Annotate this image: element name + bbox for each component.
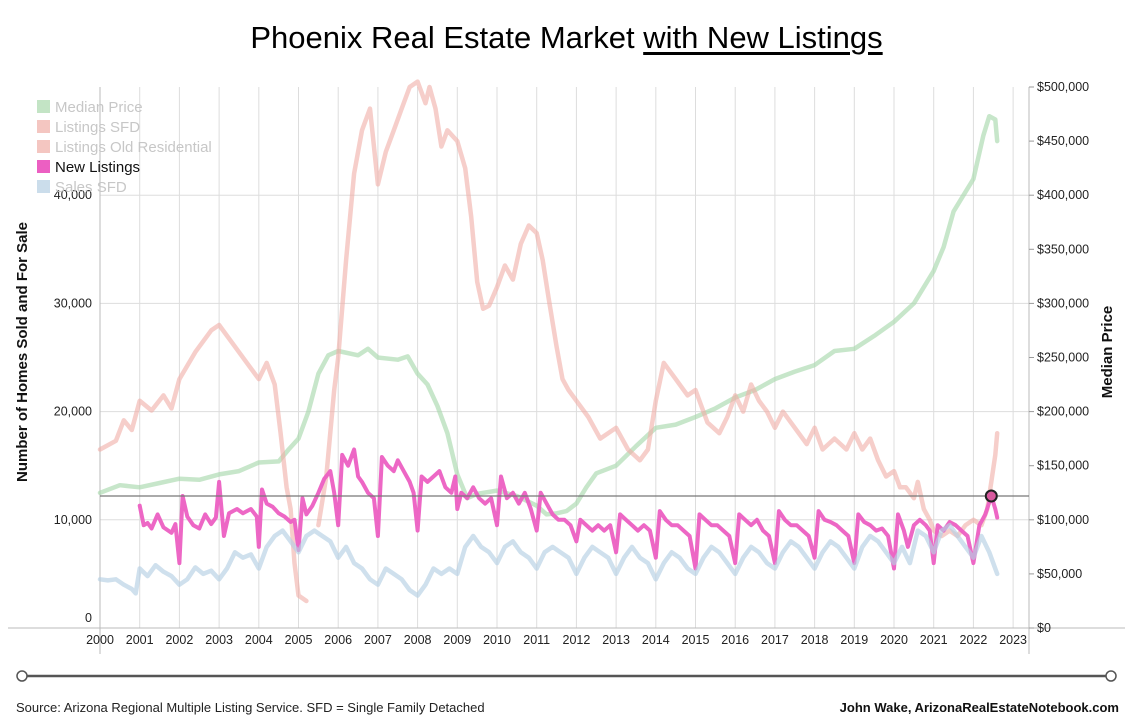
series-line-median-price: [97, 113, 1000, 517]
x-tick-label-0: 2000: [86, 633, 114, 647]
x-tick-label-13: 2013: [602, 633, 630, 647]
legend-label-median-price: Median Price: [55, 99, 143, 116]
y-tick-label-3: 30,000: [54, 296, 92, 310]
y2-tick-label-0: $0: [1037, 621, 1051, 635]
x-tick-label-23: 2023: [999, 633, 1027, 647]
legend-label-listings-old-residential: Listings Old Residential: [55, 139, 212, 156]
series-line-new-listings: [137, 447, 1000, 571]
chart-title-underlined: with New Listings: [643, 20, 883, 55]
legend-swatch-median-price: [37, 100, 50, 113]
x-axis-ticks: 2000 2001 2002 2003 2004 2005 2006 2007 2008 2009…: [86, 633, 1027, 647]
legend-item-listings-sfd[interactable]: Listings SFD: [37, 119, 140, 136]
y2-tick-label-4: $200,000: [1037, 405, 1089, 419]
chart-title-plain: Phoenix Real Estate Market: [250, 20, 644, 55]
y2-tick-label-2: $100,000: [1037, 513, 1089, 527]
x-tick-label-1: 2001: [126, 633, 154, 647]
x-tick-label-10: 2010: [483, 633, 511, 647]
legend-swatch-listings-sfd: [37, 120, 50, 133]
legend-label-new-listings: New Listings: [55, 159, 140, 176]
legend-item-median-price[interactable]: Median Price: [37, 99, 143, 116]
y2-tick-label-3: $150,000: [1037, 459, 1089, 473]
series-layer: [97, 79, 1000, 604]
y-axis-ticks: 0 10,000 20,000 30,000 40,000: [54, 188, 92, 625]
x-tick-label-15: 2015: [682, 633, 710, 647]
scrollbar-handle-right[interactable]: [1105, 670, 1117, 682]
y-tick-label-4: 40,000: [54, 188, 92, 202]
legend-item-listings-old-residential[interactable]: Listings Old Residential: [37, 139, 212, 156]
x-tick-label-12: 2012: [563, 633, 591, 647]
x-tick-label-11: 2011: [523, 633, 550, 647]
x-tick-label-18: 2018: [801, 633, 829, 647]
x-tick-label-5: 2005: [285, 633, 313, 647]
legend-swatch-new-listings: [37, 160, 50, 173]
y2-tick-label-9: $450,000: [1037, 134, 1089, 148]
x-tick-label-9: 2009: [443, 633, 471, 647]
plot-frame: [8, 87, 1125, 654]
x-tick-label-16: 2016: [721, 633, 749, 647]
y2-axis-ticks: $0 $50,000 $100,000 $150,000 $200,000 $250,00…: [1029, 80, 1089, 635]
series-line-sales-sfd: [97, 522, 1000, 598]
x-tick-label-6: 2006: [324, 633, 352, 647]
x-tick-label-7: 2007: [364, 633, 392, 647]
reference-line-layer: [100, 489, 1029, 503]
y2-tick-label-8: $400,000: [1037, 188, 1089, 202]
x-tick-label-8: 2008: [404, 633, 432, 647]
x-tick-label-3: 2003: [205, 633, 233, 647]
y-axis-title: Number of Homes Sold and For Sale: [14, 222, 31, 482]
author-credit: John Wake, ArizonaRealEstateNotebook.com: [839, 700, 1119, 715]
y2-tick-label-1: $50,000: [1037, 567, 1082, 581]
scrollbar[interactable]: [16, 670, 1117, 682]
y2-tick-label-10: $500,000: [1037, 80, 1089, 94]
legend-swatch-listings-old-residential: [37, 140, 50, 153]
legend-label-sales-sfd: Sales SFD: [55, 179, 127, 196]
legend-label-listings-sfd: Listings SFD: [55, 119, 140, 136]
y-tick-label-0: 0: [85, 611, 92, 625]
legend-swatch-sales-sfd: [37, 180, 50, 193]
scrollbar-handle-left[interactable]: [16, 670, 28, 682]
y2-tick-label-6: $300,000: [1037, 296, 1089, 310]
x-tick-label-4: 2004: [245, 633, 273, 647]
x-tick-label-2: 2002: [165, 633, 193, 647]
source-note: Source: Arizona Regional Multiple Listin…: [16, 700, 485, 715]
x-tick-label-17: 2017: [761, 633, 789, 647]
legend: Median Price Listings SFD Listings Old Res…: [37, 99, 212, 196]
x-tick-label-14: 2014: [642, 633, 670, 647]
legend-item-new-listings[interactable]: New Listings: [37, 159, 140, 176]
y-tick-label-1: 10,000: [54, 513, 92, 527]
series-line-listings-old-residential: [316, 79, 1000, 539]
x-tick-label-20: 2020: [880, 633, 908, 647]
highlight-point[interactable]: [984, 489, 998, 503]
legend-item-sales-sfd[interactable]: Sales SFD: [37, 179, 127, 196]
series-line-listings-sfd: [97, 322, 309, 604]
x-tick-label-21: 2021: [920, 633, 948, 647]
x-tick-label-22: 2022: [960, 633, 988, 647]
chart-title: Phoenix Real Estate Market with New List…: [0, 20, 1133, 56]
y2-tick-label-7: $350,000: [1037, 242, 1089, 256]
y2-tick-label-5: $250,000: [1037, 351, 1089, 365]
x-tick-label-19: 2019: [840, 633, 868, 647]
y-tick-label-2: 20,000: [54, 405, 92, 419]
y2-axis-title: Median Price: [1099, 306, 1116, 399]
